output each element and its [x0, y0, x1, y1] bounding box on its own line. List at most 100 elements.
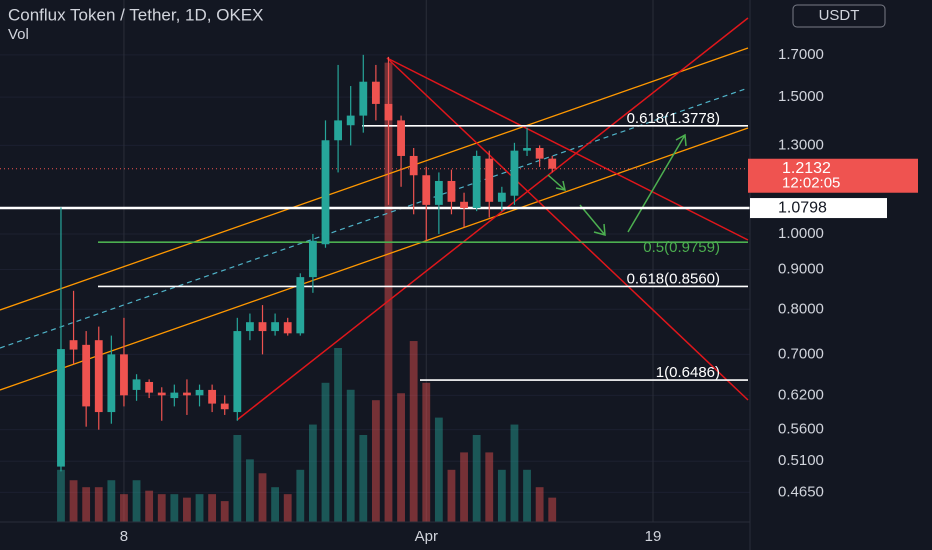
volume-bar: [497, 469, 506, 522]
arrow-head: [555, 180, 566, 191]
volume-bar: [82, 487, 91, 522]
red-trendline: [236, 17, 749, 421]
candle-body: [57, 349, 65, 467]
y-tick-label: 0.5100: [778, 452, 824, 469]
volume-bar: [283, 494, 292, 522]
volume-bar: [208, 494, 217, 522]
volume-bar: [308, 424, 317, 522]
drawings: 0.618(1.3778) 0.5(0.9759) 0.618(0.8560) 1(0…: [0, 17, 750, 421]
volume-bar: [94, 487, 103, 522]
volume-bar: [485, 452, 494, 522]
median-line: [0, 87, 749, 349]
last-price-box: [748, 158, 918, 193]
candle-body: [321, 140, 330, 245]
candle-body: [485, 158, 494, 202]
candle-body: [195, 389, 204, 396]
candle-body: [94, 340, 103, 413]
candle-body: [308, 240, 317, 278]
volume-bar: [548, 497, 557, 522]
y-tick-label: 0.5600: [778, 421, 824, 438]
price-axis: [750, 0, 932, 550]
volume-bar: [157, 494, 166, 522]
chart-title: Conflux Token / Tether, 1D, OKEX: [8, 5, 263, 24]
volume-bar: [359, 435, 368, 522]
volume-bar: [107, 480, 116, 522]
candle-body: [535, 148, 544, 159]
volume-bar: [69, 480, 78, 522]
volume-bar: [422, 382, 431, 522]
volume-bar: [183, 497, 191, 522]
volume-bar: [334, 348, 342, 522]
candle-body: [220, 403, 229, 410]
candle-body: [82, 344, 91, 407]
countdown: 12:02:05: [782, 175, 840, 192]
candle-body: [334, 120, 342, 141]
y-tick-label: 0.4650: [778, 483, 824, 500]
y-tick-label: 0.7000: [778, 345, 824, 362]
candle-body: [246, 322, 254, 332]
x-tick-label: 19: [645, 528, 662, 545]
volume-bar: [409, 341, 418, 522]
candle-body: [183, 392, 191, 396]
volume-bar: [397, 393, 405, 522]
y-tick-label: 0.9000: [778, 261, 824, 278]
arrow: [579, 204, 606, 236]
candle-body: [107, 354, 116, 413]
candle-body: [132, 379, 141, 390]
candle-body: [170, 392, 179, 399]
currency-button[interactable]: [792, 4, 886, 28]
candle-body: [460, 201, 468, 208]
red-trendline: [386, 57, 749, 401]
candle-body: [371, 81, 380, 104]
orange-channel: [0, 127, 749, 391]
candle-body: [523, 148, 531, 151]
level-box: [750, 198, 887, 219]
volume-bar: [195, 494, 204, 522]
volume-bar: [246, 459, 254, 522]
x-tick-label: 8: [120, 528, 128, 545]
volume-bar: [371, 400, 380, 522]
candle-body: [120, 354, 128, 396]
volume-bar: [447, 469, 456, 522]
volume-bar: [523, 469, 531, 522]
volume-bar: [434, 417, 443, 522]
volume-bar: [472, 435, 481, 522]
volume-bar: [321, 382, 330, 522]
arrow: [627, 134, 686, 233]
fib-label: 1(0.6486): [656, 364, 720, 381]
candle-body: [346, 115, 355, 126]
volume-bar: [258, 473, 267, 522]
candle-body: [434, 180, 443, 205]
level-price: 1.0798: [778, 199, 827, 216]
candle-body: [548, 158, 557, 169]
candle-body: [296, 277, 305, 334]
currency[interactable]: USDT: [819, 7, 860, 24]
volume-bar: [271, 487, 280, 522]
y-tick-label: 1.7000: [778, 46, 824, 63]
candle-body: [422, 175, 431, 205]
candle-body: [157, 392, 166, 396]
last-price: 1.2132: [782, 160, 831, 177]
candle-body: [258, 322, 267, 332]
fib-label: 0.5(0.9759): [643, 239, 720, 256]
candle-body: [283, 322, 292, 334]
fib-label: 0.618(1.3778): [627, 110, 720, 127]
volume-bar: [460, 452, 468, 522]
candle-body: [69, 340, 78, 350]
candle-body: [397, 120, 405, 156]
volume-bar: [170, 494, 179, 522]
y-tick-label: 1.3000: [778, 136, 824, 153]
fib-label: 0.618(0.8560): [627, 270, 720, 287]
y-tick-label: 1.0000: [778, 225, 824, 242]
arrow-head: [675, 133, 687, 147]
volume: [57, 62, 557, 522]
candle-body: [208, 389, 217, 404]
candle-body: [233, 331, 242, 413]
volume-bar: [120, 494, 128, 522]
orange-channel: [0, 47, 749, 311]
candle-body: [472, 155, 481, 208]
candle-body: [145, 381, 154, 393]
candle-body: [409, 155, 418, 176]
